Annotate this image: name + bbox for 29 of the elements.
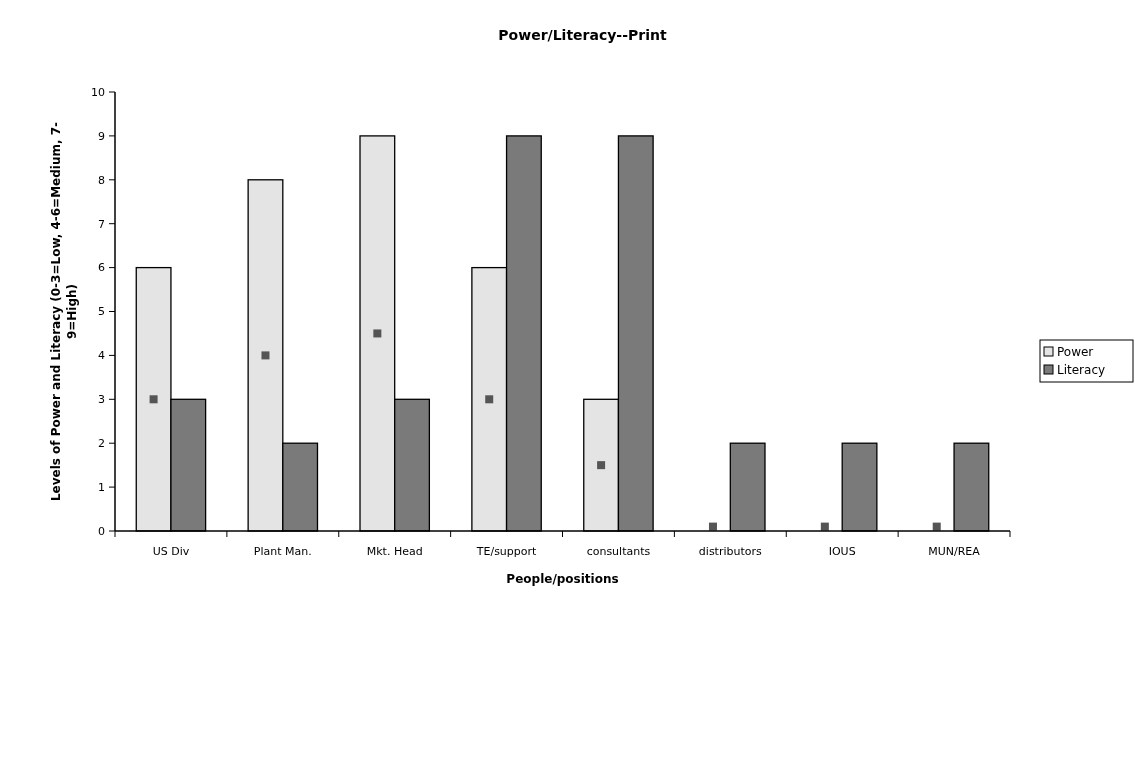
y-tick-label: 7 [98, 217, 105, 231]
y-tick-label: 4 [98, 349, 105, 363]
point [373, 329, 382, 338]
x-tick-label: MUN/REA [928, 545, 981, 558]
y-tick-label: 1 [98, 480, 105, 494]
x-tick-label: Mkt. Head [366, 545, 423, 558]
x-tick-label: consultants [586, 545, 651, 558]
x-tick-label: TE/support [475, 545, 538, 558]
point [485, 395, 494, 404]
y-tick-label: 2 [98, 437, 105, 451]
legend-label: Power [1057, 345, 1094, 360]
y-tick-label: 5 [98, 305, 105, 319]
point [261, 351, 270, 360]
point [149, 395, 158, 404]
y-tick-label: 6 [98, 261, 105, 275]
y-tick-label: 3 [98, 393, 105, 407]
x-tick-label: Plant Man. [253, 545, 312, 558]
point [597, 461, 606, 470]
x-tick-label: distributors [698, 545, 763, 558]
x-axis-title: People/positions [506, 572, 619, 586]
y-axis-title: Levels of Power and Literacy (0-3=Low, 4-6=Medium, 7-9=High) [49, 121, 79, 502]
y-tick-label: 9 [98, 129, 105, 143]
x-tick-label: IOUS [828, 545, 856, 558]
chart-title: Power/Literacy--Print [498, 27, 667, 43]
y-tick-label: 10 [91, 85, 105, 99]
x-tick-label: US Div [152, 545, 190, 558]
y-tick-label: 8 [98, 173, 105, 187]
legend-label: Literacy [1057, 363, 1106, 378]
y-tick-label: 0 [98, 524, 105, 538]
